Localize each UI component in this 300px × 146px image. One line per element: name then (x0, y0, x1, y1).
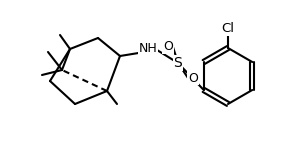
Text: O: O (188, 72, 198, 85)
Text: Cl: Cl (221, 22, 235, 35)
Text: NH: NH (139, 42, 158, 55)
Text: S: S (174, 56, 182, 70)
Text: O: O (163, 40, 173, 53)
